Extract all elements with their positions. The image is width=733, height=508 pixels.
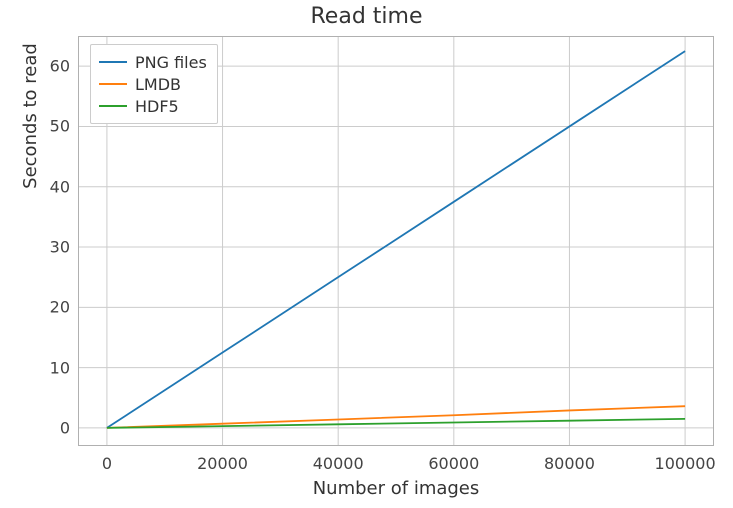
y-tick-label: 50 — [50, 117, 70, 136]
plot-area: PNG files LMDB HDF5 — [78, 36, 714, 446]
series-line — [107, 419, 685, 428]
legend-label: LMDB — [135, 75, 181, 94]
legend-item: PNG files — [99, 51, 207, 73]
figure: Read time Seconds to read Number of imag… — [0, 0, 733, 508]
legend-swatch — [99, 105, 127, 107]
y-tick-label: 20 — [50, 298, 70, 317]
chart-title: Read time — [0, 4, 733, 29]
y-tick-label: 10 — [50, 358, 70, 377]
legend-swatch — [99, 61, 127, 63]
legend-label: PNG files — [135, 53, 207, 72]
x-tick-label: 0 — [102, 454, 112, 473]
x-tick-label: 80000 — [544, 454, 595, 473]
legend-item: HDF5 — [99, 95, 207, 117]
x-tick-label: 100000 — [655, 454, 716, 473]
y-tick-label: 40 — [50, 177, 70, 196]
legend-swatch — [99, 83, 127, 85]
y-tick-label: 30 — [50, 238, 70, 257]
legend: PNG files LMDB HDF5 — [90, 44, 218, 124]
x-axis-label: Number of images — [78, 478, 714, 499]
x-tick-label: 20000 — [197, 454, 248, 473]
y-tick-label: 0 — [60, 418, 70, 437]
y-axis-label: Seconds to read — [20, 0, 41, 321]
x-tick-label: 60000 — [428, 454, 479, 473]
x-tick-label: 40000 — [313, 454, 364, 473]
y-tick-label: 60 — [50, 57, 70, 76]
series-line — [107, 406, 685, 428]
legend-item: LMDB — [99, 73, 207, 95]
legend-label: HDF5 — [135, 97, 179, 116]
